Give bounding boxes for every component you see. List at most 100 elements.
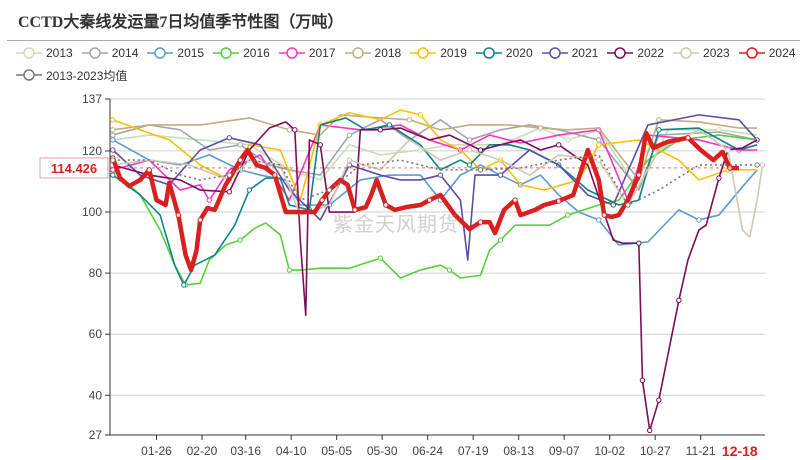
data-point [175, 212, 182, 218]
series-line-2013 [112, 127, 758, 191]
legend-item-2018[interactable]: 2018 [344, 42, 402, 64]
data-point [226, 189, 233, 195]
data-point [625, 202, 631, 208]
legend-item-2013[interactable]: 2013 [16, 42, 73, 64]
data-point [716, 175, 722, 181]
data-point [319, 197, 325, 203]
x-tick-label: 04-10 [276, 444, 307, 458]
data-point [110, 127, 116, 133]
data-point [596, 157, 602, 163]
x-tick-label: 10-27 [640, 444, 671, 458]
legend-item-2016[interactable]: 2016 [213, 42, 270, 64]
data-point [346, 132, 353, 138]
data-point [636, 240, 642, 246]
data-point [556, 198, 562, 204]
data-point [110, 137, 116, 143]
series-2018 [110, 114, 758, 181]
data-point [110, 147, 116, 153]
data-point [556, 142, 562, 148]
data-point [437, 172, 444, 178]
data-point [110, 117, 116, 123]
data-point [565, 212, 571, 218]
data-point [639, 377, 646, 384]
data-point [685, 135, 691, 141]
y-tick-label: 60 [89, 327, 103, 341]
data-point [537, 125, 544, 131]
legend: 2013 2014 2015 2016 2017 2018 2019 2020 2021 2022… [16, 42, 806, 86]
legend-item-2015[interactable]: 2015 [147, 42, 204, 64]
x-tick-label: 11-21 [686, 444, 716, 458]
x-tick-label: 10-02 [594, 444, 625, 458]
data-point [497, 172, 504, 178]
series-line-2013-2023均值 [112, 154, 758, 206]
legend-marker-icon [81, 47, 108, 59]
legend-label: 2017 [308, 46, 336, 60]
data-point [226, 172, 233, 178]
legend-item-2023[interactable]: 2023 [673, 42, 730, 64]
data-point [237, 142, 243, 148]
legend-marker-icon [16, 47, 42, 59]
data-point [246, 187, 253, 193]
data-point [656, 397, 662, 403]
y-tick-label: 40 [89, 388, 103, 402]
data-point [610, 202, 617, 208]
watermark: 紫金天风期货 [333, 214, 459, 236]
x-tick-label: 08-13 [503, 444, 534, 458]
y-tick-label: 80 [89, 266, 103, 280]
data-point [237, 157, 243, 163]
legend-item-2017[interactable]: 2017 [278, 42, 336, 64]
legend-item-2020[interactable]: 2020 [475, 42, 533, 64]
title-divider [7, 40, 800, 41]
legend-item-2022[interactable]: 2022 [607, 42, 664, 64]
data-point [286, 127, 293, 133]
data-point [497, 237, 504, 243]
data-point [426, 197, 433, 203]
legend-marker-icon [147, 47, 174, 59]
data-point [226, 135, 233, 141]
data-point [197, 217, 203, 223]
data-point [317, 142, 323, 148]
data-point [466, 147, 473, 153]
chart-title: CCTD大秦线发运量7日均值季节性图（万吨） [18, 14, 344, 31]
data-point [110, 157, 116, 163]
legend-label: 2023 [703, 46, 730, 60]
data-point [596, 142, 602, 148]
data-point [272, 172, 278, 178]
data-point [466, 137, 473, 143]
legend-item-2024[interactable]: 2024 [738, 42, 796, 64]
x-tick-label: 02-20 [187, 444, 218, 458]
data-point [759, 162, 766, 168]
data-point [477, 147, 484, 153]
x-tick-label: 05-05 [321, 444, 352, 458]
data-point [110, 132, 116, 138]
data-point [181, 282, 187, 288]
data-point [596, 217, 602, 223]
legend-marker-icon [475, 47, 502, 59]
data-point [725, 147, 731, 153]
series-line-2018 [112, 114, 758, 181]
legend-label: 2024 [768, 46, 796, 60]
x-tick-label: 03-16 [230, 444, 261, 458]
data-point [206, 197, 212, 203]
x-tick-label: 01-26 [141, 444, 172, 458]
data-point [636, 172, 642, 178]
legend-item-2013-2023均值[interactable]: 2013-2023均值 [16, 64, 127, 86]
legend-label: 2022 [637, 46, 665, 60]
series-line-2022 [112, 121, 758, 432]
data-point [352, 207, 358, 213]
data-point [512, 197, 518, 203]
x-tick-label: 09-07 [549, 444, 580, 458]
legend-label: 2013 [46, 46, 73, 60]
data-point [754, 162, 760, 168]
data-point [696, 217, 702, 223]
y-tick-label: 27 [89, 428, 103, 442]
legend-item-2014[interactable]: 2014 [81, 42, 138, 64]
legend-item-2021[interactable]: 2021 [541, 42, 598, 64]
highlight-y-box [39, 157, 109, 179]
legend-item-2019[interactable]: 2019 [410, 42, 467, 64]
y-tick-label: 137 [82, 92, 102, 106]
legend-label: 2018 [374, 46, 402, 60]
y-tick-label: 120 [82, 144, 102, 158]
legend-label: 2013-2023均值 [46, 68, 128, 83]
